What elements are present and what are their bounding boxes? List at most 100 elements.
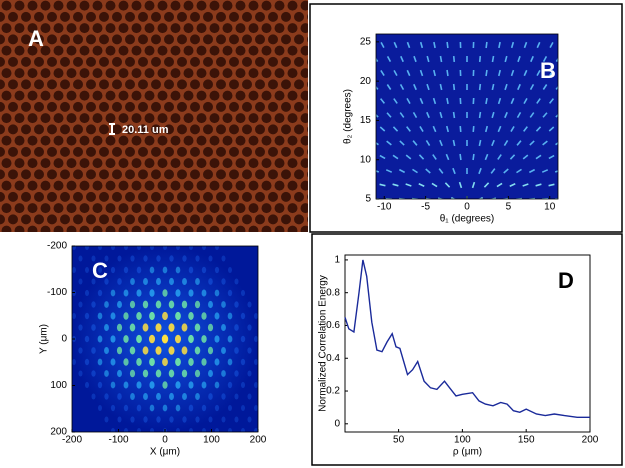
correlation-peak (208, 416, 213, 423)
diffraction-spot (392, 126, 399, 132)
diffraction-spot (497, 125, 502, 133)
diffraction-spot (498, 41, 501, 49)
correlation-peak (254, 382, 258, 388)
correlation-peak (123, 289, 129, 297)
correlation-peak (129, 300, 136, 309)
x-tick-label: -100 (108, 435, 128, 446)
diffraction-spot (485, 97, 488, 105)
correlation-peak (168, 346, 175, 355)
correlation-peak (143, 277, 148, 286)
diffraction-spot (509, 154, 516, 160)
diffraction-spot (484, 153, 489, 161)
diffraction-spot (503, 140, 509, 146)
correlation-peak (129, 369, 136, 378)
diffraction-spot (334, 142, 339, 145)
correlation-peak (287, 417, 291, 423)
diffraction-spot (535, 183, 542, 187)
diffraction-spot (555, 142, 558, 146)
correlation-peak (240, 312, 246, 320)
diffraction-spot (347, 170, 353, 172)
y-tick-label: 15 (360, 115, 372, 126)
correlation-peak (188, 404, 194, 412)
correlation-peak (168, 323, 175, 332)
correlation-peak (104, 255, 109, 262)
correlation-peak (234, 416, 239, 423)
diffraction-spot (569, 28, 572, 33)
correlation-peak (155, 300, 162, 309)
correlation-peak (53, 279, 57, 285)
correlation-peak (267, 428, 271, 434)
correlation-peak (124, 246, 128, 250)
correlation-peak (194, 300, 201, 309)
correlation-peak (293, 428, 297, 434)
y-tick-label: 200 (50, 427, 67, 438)
y-tick-label: 0 (334, 418, 340, 429)
diffraction-spot (446, 69, 449, 77)
correlation-peak (27, 279, 31, 285)
diffraction-spot (406, 41, 411, 49)
y-tick-label: 10 (360, 154, 372, 165)
correlation-peak (143, 416, 148, 423)
diffraction-spot (548, 126, 555, 132)
correlation-peak (162, 246, 168, 251)
diffraction-spot (562, 127, 567, 131)
correlation-peak (155, 323, 162, 332)
diffraction-spot (484, 125, 489, 133)
correlation-peak (207, 346, 214, 355)
correlation-peak (254, 428, 258, 432)
diffraction-spot (399, 112, 405, 118)
diffraction-spot (594, 170, 600, 172)
diffraction-spot (582, 57, 586, 62)
correlation-peak (162, 404, 168, 412)
correlation-peak (142, 323, 149, 332)
correlation-peak (123, 358, 129, 366)
diffraction-spot (308, 142, 314, 144)
correlation-peak (136, 266, 142, 274)
correlation-peak (194, 323, 201, 332)
correlation-peak (59, 267, 63, 273)
correlation-peak (208, 300, 213, 309)
correlation-peak (123, 312, 129, 320)
correlation-peak (130, 393, 135, 400)
correlation-peak (221, 323, 226, 332)
correlation-peak (227, 312, 233, 320)
correlation-peak (234, 347, 239, 354)
correlation-peak (287, 394, 291, 400)
correlation-peak (234, 301, 239, 308)
correlation-peak (33, 267, 37, 273)
correlation-peak (123, 335, 129, 343)
diffraction-spot (607, 170, 613, 171)
y-tick-label: -100 (47, 287, 67, 298)
diffraction-spot (329, 43, 333, 48)
diffraction-spot (542, 140, 548, 146)
diffraction-spot (544, 34, 545, 35)
diffraction-spot (308, 170, 314, 171)
correlation-peak (97, 381, 103, 389)
correlation-peak (162, 357, 168, 367)
correlation-peak (182, 392, 187, 401)
diffraction-spot (405, 154, 412, 160)
y-axis-label: Y (μm) (39, 324, 50, 354)
diffraction-spot (386, 55, 392, 63)
diffraction-spot (510, 69, 515, 77)
correlation-peak (214, 381, 220, 389)
correlation-peak (169, 255, 174, 262)
y-axis-label: θ₂ (degrees) (343, 89, 354, 144)
correlation-peak (110, 404, 116, 412)
diffraction-spot (321, 170, 327, 171)
correlation-peak (201, 266, 207, 274)
diffraction-spot (516, 112, 522, 118)
panel-label: C (92, 258, 108, 283)
correlation-peak (227, 266, 233, 274)
diffraction-spot (517, 55, 521, 63)
correlation-peak (142, 369, 149, 378)
correlation-peak (142, 300, 149, 309)
diffraction-spot (568, 170, 574, 172)
correlation-peak (72, 312, 77, 320)
diffraction-spot (398, 168, 406, 174)
correlation-peak (97, 335, 103, 343)
correlation-peak (241, 428, 245, 432)
correlation-peak (53, 325, 57, 331)
diffraction-spot (478, 197, 484, 199)
